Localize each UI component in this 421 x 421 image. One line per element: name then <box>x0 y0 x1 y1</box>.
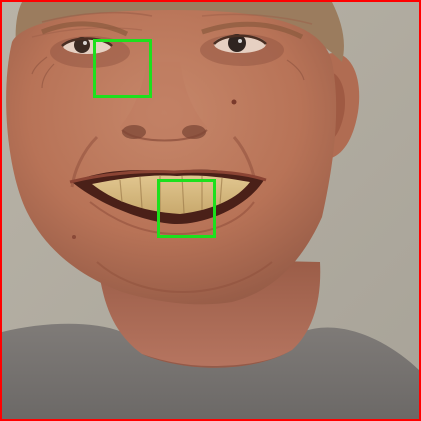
left-brow <box>41 21 129 37</box>
right-brow <box>201 21 304 40</box>
teeth <box>92 175 250 214</box>
bounding-box-mouth <box>157 179 216 238</box>
face <box>6 10 337 305</box>
bounding-box-eye <box>93 39 152 98</box>
nose <box>120 62 207 142</box>
shirt <box>2 323 419 419</box>
